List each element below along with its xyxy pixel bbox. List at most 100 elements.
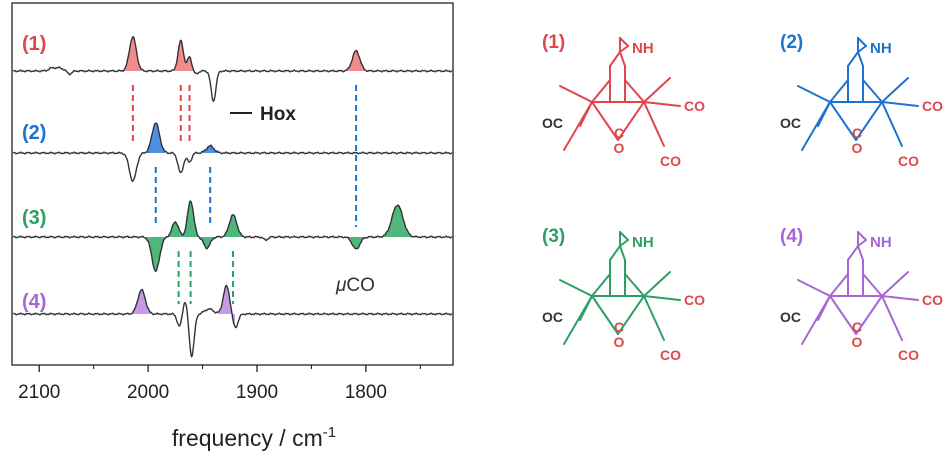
co-right-label: CO bbox=[684, 98, 705, 114]
peak-fill-3-1809 bbox=[346, 237, 366, 249]
plot-frame bbox=[11, 2, 454, 366]
peak-fill-3-1771 bbox=[383, 205, 412, 237]
bond-fe2-up bbox=[862, 273, 883, 297]
spectrum-trace-4 bbox=[13, 284, 453, 358]
co-right-label: CO bbox=[922, 98, 943, 114]
peak-fill-3-1993 bbox=[145, 237, 166, 271]
bond-nh-a bbox=[857, 231, 867, 241]
series-label-1: (1) bbox=[22, 33, 46, 55]
bond-bridge-l bbox=[609, 245, 621, 261]
bond-fe1-up bbox=[829, 273, 849, 297]
bond-fe1-up bbox=[591, 273, 611, 297]
bond-fe1-a bbox=[797, 85, 831, 103]
bond-mu-co-l bbox=[591, 101, 619, 141]
oc-label: OC bbox=[780, 309, 801, 325]
co-right-label: CO bbox=[684, 292, 705, 308]
peak-fill-1-2014 bbox=[123, 37, 142, 71]
bond-fe2-up bbox=[624, 273, 645, 297]
bond-mu-co-r bbox=[855, 295, 883, 335]
bond-bridge-r bbox=[857, 245, 864, 261]
structure-1: (1) NH OC CO CO CO bbox=[542, 32, 705, 169]
bond-mu-co-r bbox=[855, 101, 883, 141]
guide-lines bbox=[131, 85, 358, 304]
bond-fe1-up bbox=[829, 79, 849, 103]
bond-fe1-a bbox=[559, 279, 593, 297]
bond-mu-co-l bbox=[829, 295, 857, 335]
bond-nh-a bbox=[857, 37, 867, 47]
structure-label: (4) bbox=[780, 226, 803, 247]
bond-bridge-r bbox=[619, 51, 626, 67]
bond-fe2-up bbox=[624, 79, 645, 103]
bond-fe2-co bbox=[643, 101, 681, 107]
oc-label: OC bbox=[542, 309, 563, 325]
bond-fe2-co2 bbox=[881, 295, 903, 341]
bond-fe1-up bbox=[591, 79, 611, 103]
peak-fill-4-2006 bbox=[131, 290, 152, 314]
peak-fill-1-1962 bbox=[183, 54, 195, 74]
spectrum-trace-1 bbox=[13, 36, 453, 102]
peak-fills bbox=[123, 37, 412, 327]
series-label-4: (4) bbox=[22, 291, 46, 313]
bond-fe2-co2 bbox=[643, 295, 665, 341]
bond-fe1-oc bbox=[579, 295, 593, 321]
co-bottom-label: CO bbox=[898, 153, 919, 169]
co-bottom-label: CO bbox=[660, 347, 681, 363]
nh-label: NH bbox=[632, 40, 654, 57]
bond-fe2-a bbox=[643, 77, 671, 103]
bond-bridge-l bbox=[847, 245, 859, 261]
bond-fe1-oc bbox=[817, 101, 831, 127]
series-label-2: (2) bbox=[22, 122, 46, 144]
bond-fe1-oc bbox=[817, 295, 831, 321]
mu-co-label: μCO bbox=[335, 275, 375, 296]
spectrum-trace-3 bbox=[13, 200, 453, 273]
x-tick-label-1800: 1800 bbox=[345, 382, 387, 403]
x-axis-label: frequency / cm-1 bbox=[172, 424, 336, 451]
co-bottom-label: CO bbox=[898, 347, 919, 363]
bond-fe1-a bbox=[797, 279, 831, 297]
peak-fill-3-1975 bbox=[166, 222, 184, 237]
spectrum-trace-2 bbox=[13, 122, 453, 182]
x-tick-label-1900: 1900 bbox=[236, 382, 278, 403]
bond-fe2-co bbox=[881, 101, 919, 107]
c-label: C bbox=[852, 319, 862, 335]
peak-fill-2-1993 bbox=[145, 123, 166, 153]
bond-mu-co-r bbox=[617, 101, 645, 141]
bond-fe2-a bbox=[881, 271, 909, 297]
peak-fill-3-1922 bbox=[223, 215, 243, 237]
bond-fe2-co bbox=[643, 295, 681, 301]
bond-fe2-a bbox=[643, 271, 671, 297]
x-tick-label-2000: 2000 bbox=[127, 382, 169, 403]
series-label-3: (3) bbox=[22, 207, 46, 229]
ir-spectra-plot: (1) (2) (3) (4) 2100 2000 1900 1800 Hox μCO fr… bbox=[11, 2, 454, 451]
structure-label: (2) bbox=[780, 32, 803, 53]
bond-fe1-a bbox=[559, 85, 593, 103]
nh-label: NH bbox=[870, 40, 892, 57]
x-axis-ticks: 2100 2000 1900 1800 bbox=[18, 365, 421, 403]
bond-bridge-r bbox=[857, 51, 864, 67]
c-label: C bbox=[614, 319, 624, 335]
c-label: C bbox=[614, 125, 624, 141]
hox-label: Hox bbox=[260, 104, 296, 125]
bond-bridge-r bbox=[619, 245, 626, 261]
bond-mu-co-l bbox=[591, 295, 619, 335]
structure-label: (3) bbox=[542, 226, 565, 247]
bond-fe2-up bbox=[862, 79, 883, 103]
bond-nh-b bbox=[619, 239, 629, 247]
bond-fe2-a bbox=[881, 77, 909, 103]
o-label: O bbox=[614, 334, 625, 350]
bond-mu-co-r bbox=[617, 295, 645, 335]
peak-fill-4-1928 bbox=[218, 286, 235, 327]
bond-fe2-co2 bbox=[643, 101, 665, 147]
bond-nh-b bbox=[857, 45, 867, 53]
bond-nh-b bbox=[857, 239, 867, 247]
co-bottom-label: CO bbox=[660, 153, 681, 169]
nh-label: NH bbox=[870, 234, 892, 251]
structure-3: (3) NH OC CO CO CO bbox=[542, 226, 705, 363]
bond-nh-a bbox=[619, 231, 629, 241]
bond-bridge-l bbox=[847, 51, 859, 67]
oc-label: OC bbox=[542, 115, 563, 131]
peak-fill-3-1961 bbox=[182, 201, 199, 237]
oc-label: OC bbox=[780, 115, 801, 131]
c-label: C bbox=[852, 125, 862, 141]
